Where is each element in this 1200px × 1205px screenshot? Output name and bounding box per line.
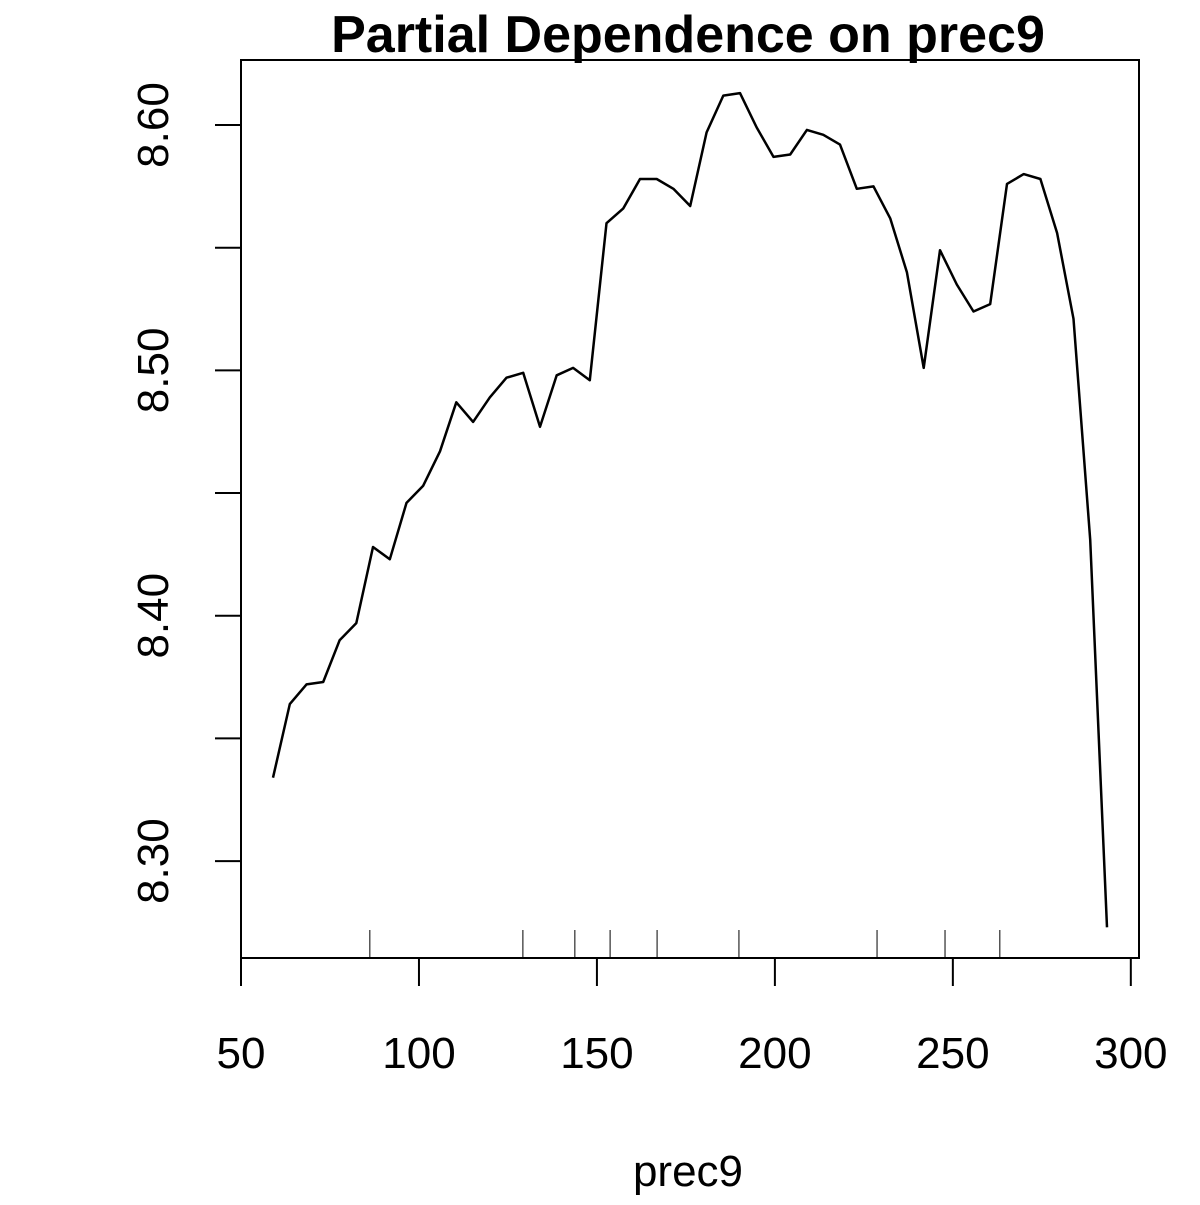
y-tick-label: 8.50 <box>129 328 178 414</box>
x-tick-label: 300 <box>1094 1029 1167 1078</box>
x-tick-label: 200 <box>738 1029 811 1078</box>
x-tick-label: 50 <box>217 1029 266 1078</box>
y-tick-label: 8.40 <box>129 573 178 659</box>
x-tick-label: 250 <box>916 1029 989 1078</box>
data-line <box>271 91 1109 928</box>
y-tick-label: 8.60 <box>129 82 178 168</box>
x-axis-label: prec9 <box>633 1147 743 1196</box>
x-tick-label: 100 <box>382 1029 455 1078</box>
chart-title: Partial Dependence on prec9 <box>331 6 1045 64</box>
y-tick-label: 8.30 <box>129 818 178 904</box>
x-tick-label: 150 <box>560 1029 633 1078</box>
